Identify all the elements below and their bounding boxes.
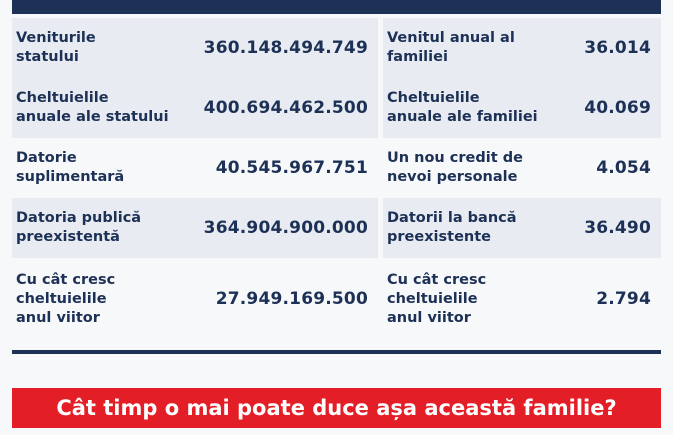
state-label: Cu cât cresc cheltuielile anul viitor [16,271,116,326]
family-label: Un nou credit de nevoi personale [387,150,523,185]
table-row: Cu cât cresc cheltuielile anul viitor 27… [12,258,661,340]
family-cell: Datorii la bancă preexistente 36.490 [383,198,661,258]
family-cell: Un nou credit de nevoi personale 4.054 [383,138,661,198]
state-label: Cheltuielile anuale ale statului [16,90,169,125]
family-cell: Venitul anual al familiei 36.014 [383,18,661,78]
family-label: Datorii la bancă preexistente [387,210,517,245]
family-value: 4.054 [596,158,651,178]
table-row: Veniturile statului 360.148.494.749 Veni… [12,18,661,78]
state-cell: Datorie suplimentară 40.545.967.751 [12,138,378,198]
state-cell: Datoria publică preexistentă 364.904.900… [12,198,378,258]
family-cell: Cheltuielile anuale ale familiei 40.069 [383,78,661,138]
state-value: 360.148.494.749 [203,38,368,58]
state-cell: Cheltuielile anuale ale statului 400.694… [12,78,378,138]
family-value: 2.794 [596,289,651,309]
family-value: 36.490 [584,218,651,238]
family-label: Cu cât cresc cheltuielile anul viitor [387,271,487,326]
state-label: Datorie suplimentară [16,150,125,185]
question-banner: Cât timp o mai poate duce așa această fa… [12,388,661,428]
state-value: 364.904.900.000 [203,218,368,238]
family-label: Venitul anual al familiei [387,30,515,65]
state-cell: Veniturile statului 360.148.494.749 [12,18,378,78]
state-cell: Cu cât cresc cheltuielile anul viitor 27… [12,258,378,340]
comparison-table: Veniturile statului 360.148.494.749 Veni… [12,18,661,340]
bottom-rule [12,350,661,354]
table-row: Datoria publică preexistentă 364.904.900… [12,198,661,258]
state-value: 27.949.169.500 [215,289,368,309]
state-value: 40.545.967.751 [215,158,368,178]
state-label: Datoria publică preexistentă [16,210,142,245]
banner-text: Cât timp o mai poate duce așa această fa… [56,396,617,420]
family-value: 36.014 [584,38,651,58]
state-label: Veniturile statului [16,30,96,65]
family-cell: Cu cât cresc cheltuielile anul viitor 2.… [383,258,661,340]
top-rule [12,0,661,14]
family-label: Cheltuielile anuale ale familiei [387,90,538,125]
family-value: 40.069 [584,98,651,118]
state-value: 400.694.462.500 [203,98,368,118]
table-row: Cheltuielile anuale ale statului 400.694… [12,78,661,138]
table-row: Datorie suplimentară 40.545.967.751 Un n… [12,138,661,198]
